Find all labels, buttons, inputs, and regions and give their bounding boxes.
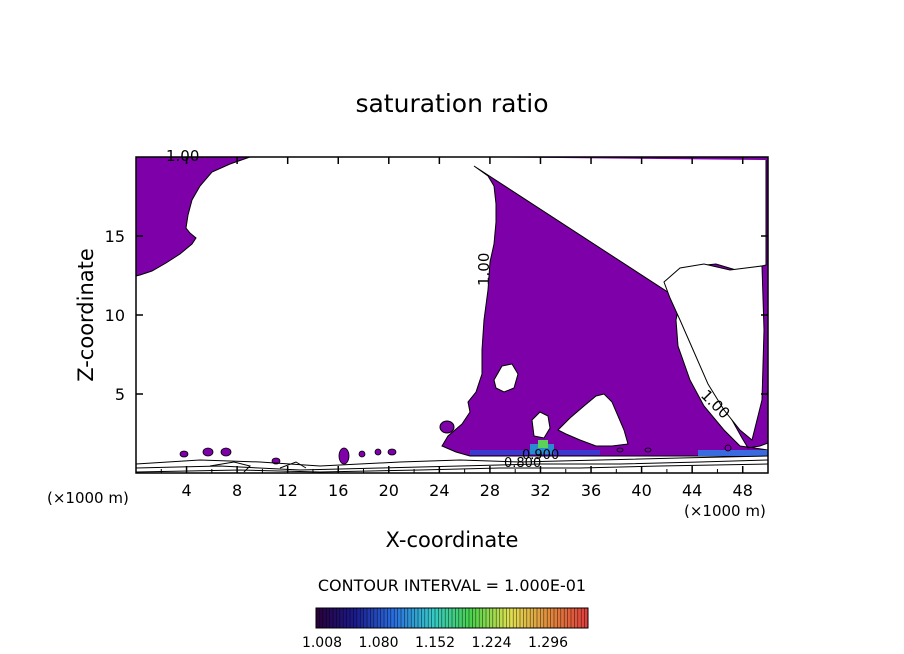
x-tick-label: 44: [682, 481, 702, 500]
plot-area: 1.00 1.00 1.00 0.900 0.800: [135, 147, 769, 474]
colorbar-ticks: [319, 608, 585, 628]
surface-band-3: [538, 440, 548, 448]
x-tick-label: 16: [328, 481, 348, 500]
y-axis: 5 10 15: [105, 227, 768, 404]
saturated-blob: [439, 420, 455, 434]
colorbar-tick-label: 1.152: [415, 635, 455, 651]
y-tick-label: 10: [105, 306, 125, 325]
contour-label-surface-1: 0.900: [522, 448, 559, 463]
surface-band-4: [698, 450, 768, 456]
colorbar-labels: 1.008 1.080 1.152 1.224 1.296: [302, 635, 568, 651]
x-tick-label: 28: [480, 481, 500, 500]
chart-title: saturation ratio: [355, 89, 548, 118]
unsaturated-hole-3: [557, 393, 629, 447]
x-tick-label: 4: [181, 481, 191, 500]
x-tick-label: 32: [530, 481, 550, 500]
x-tick-label: 20: [379, 481, 399, 500]
y-tick-label: 15: [105, 227, 125, 246]
x-unit-left: (×1000 m): [47, 489, 129, 507]
x-tick-label: 48: [733, 481, 753, 500]
colorbar: 1.008 1.080 1.152 1.224 1.296: [302, 607, 589, 651]
surface-band-2: [530, 444, 554, 454]
x-axis: 4 8 12 16 20 24 28 32 36 40 44 48: [160, 157, 753, 500]
y-tick-label: 5: [115, 385, 125, 404]
x-axis-label: X-coordinate: [386, 528, 519, 552]
y-axis-label: Z-coordinate: [74, 248, 98, 382]
contour-label-mid: 1.00: [475, 253, 493, 286]
x-tick-label: 12: [278, 481, 298, 500]
colorbar-tick-label: 1.224: [471, 635, 511, 651]
surface-blobs: [179, 444, 732, 465]
unsaturated-hole-1: [663, 263, 765, 441]
saturated-region-top-left: [135, 156, 251, 277]
surface-contours: [135, 455, 769, 473]
unsaturated-hole-2: [493, 363, 519, 393]
x-tick-label: 24: [429, 481, 449, 500]
contour-label-surface-2: 0.800: [504, 456, 541, 471]
x-unit-right: (×1000 m): [684, 502, 766, 520]
colorbar-tick-label: 1.080: [358, 635, 398, 651]
x-tick-label: 8: [232, 481, 242, 500]
contour-label-top: 1.00: [166, 147, 199, 165]
contour-interval: CONTOUR INTERVAL = 1.000E-01: [318, 576, 586, 595]
unsaturated-hole-4: [531, 411, 551, 439]
colorbar-tick-label: 1.296: [528, 635, 568, 651]
x-tick-label: 40: [631, 481, 651, 500]
x-tick-label: 36: [581, 481, 601, 500]
colorbar-tick-label: 1.008: [302, 635, 342, 651]
